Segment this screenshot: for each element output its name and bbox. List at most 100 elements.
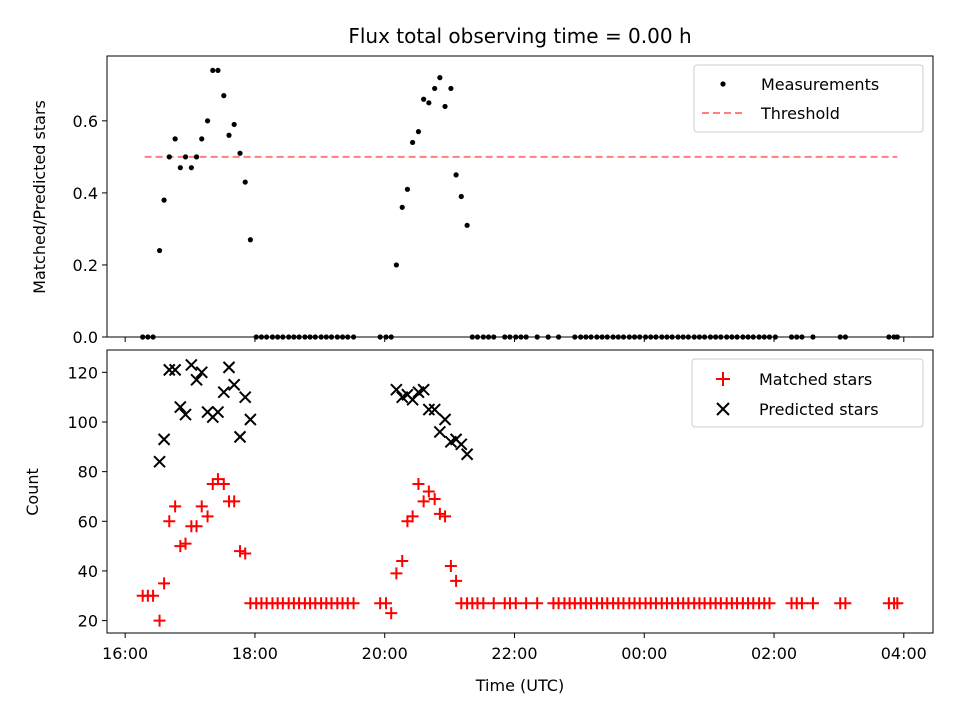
x-tick-label: 04:00 (881, 644, 927, 663)
matched-star-point (450, 574, 463, 587)
predicted-star-point (227, 378, 241, 391)
measurement-point (410, 139, 416, 146)
predicted-star-point (406, 393, 419, 406)
matched-star-point (531, 597, 544, 610)
measurement-point (242, 179, 248, 185)
predicted-star-point (157, 433, 171, 446)
matched-star-point (806, 597, 819, 610)
chart-title: Flux total observing time = 0.00 h (348, 24, 691, 48)
measurement-point (156, 247, 163, 254)
predicted-star-point (190, 373, 203, 386)
x-tick-label: 18:00 (232, 644, 278, 663)
measurement-point (166, 154, 172, 160)
measurement-point (404, 186, 411, 192)
matched-star-point (158, 577, 171, 590)
top-y-axis: 0.0 0.2 0.4 0.6 (73, 112, 107, 347)
predicted-star-point (163, 363, 176, 377)
measurement-point (161, 197, 167, 203)
x-tick-label: 02:00 (751, 644, 797, 663)
y-tick-label: 40 (78, 562, 98, 581)
bottom-legend: Matched stars Predicted stars (691, 358, 924, 428)
measurement-point (453, 172, 459, 178)
matched-star-point (406, 510, 419, 523)
measurement-point (199, 136, 205, 142)
x-axis-label: Time (UTC) (475, 676, 564, 695)
measurement-point (442, 103, 448, 110)
measurement-point (399, 204, 405, 210)
x-tick-label: 22:00 (491, 644, 537, 663)
predicted-star-point (455, 438, 468, 451)
matched-star-point (234, 545, 247, 558)
y-tick-label: 0.0 (73, 328, 98, 347)
predicted-star-point (390, 383, 403, 396)
legend-label-matched-stars: Matched stars (759, 370, 872, 389)
matched-star-point (163, 515, 176, 528)
matched-star-point (396, 555, 409, 568)
y-tick-label: 80 (78, 463, 98, 482)
measurement-point (193, 154, 200, 160)
measurement-point (204, 118, 211, 124)
measurement-point (247, 237, 253, 243)
measurement-point (221, 93, 227, 99)
y-tick-label: 0.2 (73, 256, 98, 275)
bottom-legend-box (691, 358, 924, 428)
matched-star-point (487, 597, 500, 610)
measurement-point (393, 262, 399, 268)
matched-star-point (433, 507, 446, 520)
predicted-star-point (222, 361, 236, 374)
measurement-point (437, 75, 443, 81)
measurement-point (432, 85, 438, 92)
bottom-y-axis: 20 40 60 80 100 120 (67, 363, 107, 631)
matched-star-point (422, 485, 435, 498)
predicted-star-point (428, 403, 441, 416)
bottom-panel: 20 40 60 80 100 120 16:00 18:00 20:00 22:00 00:00… (23, 349, 934, 695)
matched-star-point (195, 500, 208, 513)
y-tick-label: 0.6 (73, 112, 98, 131)
measurement-point (421, 96, 427, 102)
legend-label-predicted-stars: Predicted stars (759, 400, 879, 419)
matched-star-point (174, 540, 187, 553)
top-legend: Measurements Threshold (693, 64, 924, 133)
matched-star-point (763, 597, 776, 610)
y-tick-label: 120 (67, 363, 98, 382)
matched-star-point (839, 597, 852, 610)
matched-star-point (891, 597, 904, 610)
measurement-point (448, 85, 454, 92)
measurement-point (464, 222, 470, 228)
predicted-star-point (174, 400, 187, 414)
matched-star-point (201, 510, 214, 523)
matched-star-point (190, 520, 203, 533)
top-x-axis-ticks (124, 337, 905, 342)
measurement-point (426, 100, 432, 106)
top-legend-box (693, 64, 924, 133)
matched-star-point (147, 589, 160, 602)
legend-marker-predicted-stars (716, 402, 730, 416)
measurement-point (177, 165, 183, 171)
predicted-star-point (217, 385, 231, 399)
measurement-point (415, 129, 422, 135)
matched-star-point (217, 478, 230, 491)
legend-label-measurements: Measurements (761, 75, 879, 94)
matched-star-point (520, 597, 533, 610)
predicted-star-point (460, 448, 474, 461)
matched-star-point (169, 500, 182, 513)
matched-star-point (390, 567, 403, 580)
matched-star-point (428, 492, 441, 505)
x-tick-label: 00:00 (621, 644, 667, 663)
predicted-star-point (244, 413, 257, 426)
matched-star-point (412, 478, 425, 491)
predicted-star-point (433, 425, 447, 439)
matched-star-point (380, 597, 393, 610)
predicted-star-point (238, 390, 252, 404)
measurement-point (182, 154, 189, 160)
y-tick-label: 0.4 (73, 184, 98, 203)
matched-star-point (385, 607, 398, 620)
legend-marker-measurements (720, 81, 726, 87)
measurement-point (172, 136, 178, 142)
matched-star-point (509, 597, 522, 610)
y-tick-label: 100 (67, 413, 98, 432)
top-panel: 0.0 0.2 0.4 0.6 Matched/Predicted stars Mea… (30, 55, 934, 347)
measurement-point (215, 67, 221, 74)
y-tick-label: 60 (78, 512, 98, 531)
